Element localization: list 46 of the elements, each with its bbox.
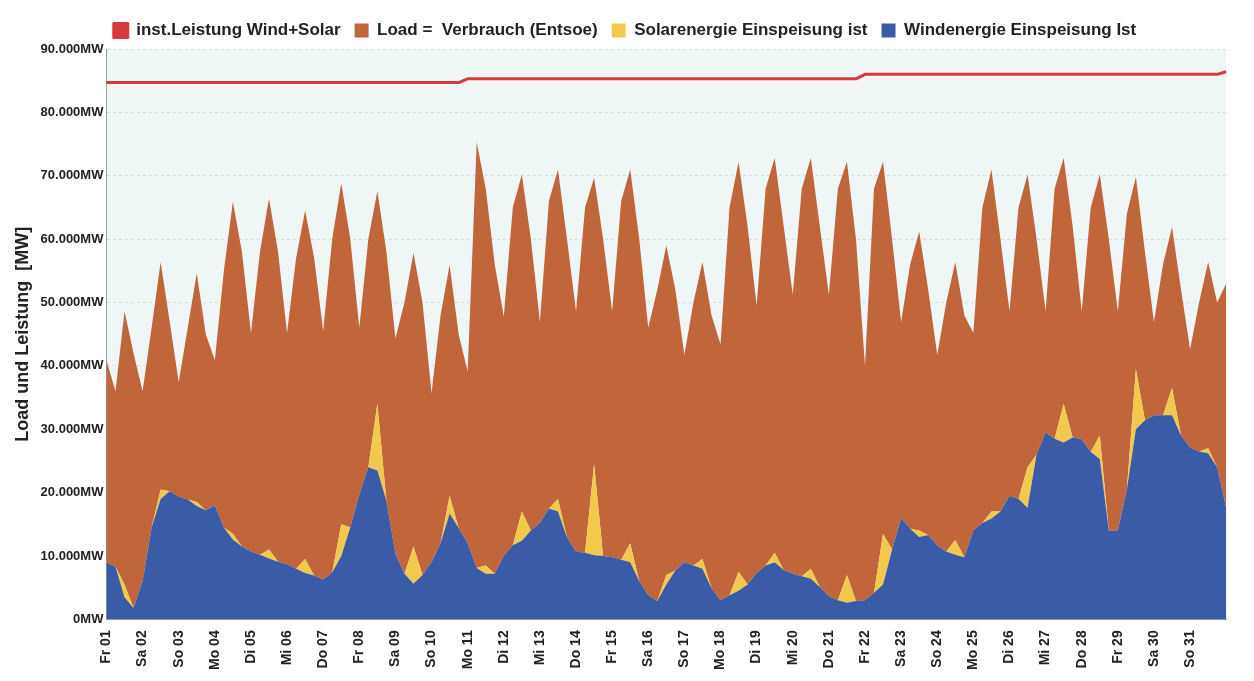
legend-label: inst.Leistung Wind+Solar [136,20,341,40]
x-tick-label: Mi 13 [530,630,547,666]
x-tick-label: Mo 04 [205,630,222,671]
y-tick-label: 50.000MW [40,294,105,310]
x-tick-label: Fr 22 [855,630,872,664]
y-tick-label: 90.000MW [40,40,105,56]
x-tick-label: Sa 23 [891,630,908,667]
x-tick-label: Fr 29 [1108,630,1125,664]
x-tick-label: Mo 11 [458,630,475,670]
x-tick-label: Sa 02 [133,630,150,667]
x-tick-label: Mo 18 [711,630,728,671]
x-tick-label: Sa 30 [1144,630,1161,667]
y-tick-label: 60.000MW [40,230,105,246]
x-tick-label: So 03 [169,630,186,668]
x-tick-label: Do 14 [566,630,583,669]
x-tick-label: Di 12 [494,630,511,664]
y-tick-label: 20.000MW [40,484,105,500]
x-tick-label: So 24 [928,630,945,668]
x-tick-label: Di 19 [747,630,764,664]
legend-label: Load = Verbrauch (Entsoe) [377,20,598,40]
x-tick-label: Fr 08 [350,630,367,664]
x-tick-label: Fr 15 [603,630,620,664]
x-tick-label: Mi 20 [783,630,800,666]
x-tick-label: Di 26 [1000,630,1017,664]
y-tick-label: 40.000MW [40,357,105,373]
y-tick-label: 10.000MW [40,547,105,563]
y-tick-label: 80.000MW [40,103,105,119]
x-tick-label: Mo 25 [964,630,981,671]
x-tick-label: So 17 [675,630,692,668]
y-tick-label: 70.000MW [40,167,105,183]
x-tick-label: Do 21 [819,630,836,669]
x-tick-label: So 31 [1180,630,1197,668]
x-tick-label: Sa 09 [386,630,403,667]
x-tick-label: Do 28 [1072,630,1089,669]
y-tick-label: 30.000MW [40,420,105,436]
legend-label: Solarenergie Einspeisung ist [634,20,868,40]
legend-label: Windenergie Einspeisung Ist [904,20,1137,40]
x-tick-label: Di 05 [241,630,258,664]
x-tick-label: So 10 [422,630,439,668]
x-tick-label: Sa 16 [639,630,656,667]
x-tick-label: Do 07 [314,630,331,669]
x-tick-label: Mi 27 [1036,630,1053,666]
y-tick-label: 0MW [73,610,105,626]
x-tick-label: Mi 06 [277,630,294,666]
x-tick-label: Fr 01 [97,630,114,664]
y-axis-title: Load und Leistung [MW] [11,226,32,442]
